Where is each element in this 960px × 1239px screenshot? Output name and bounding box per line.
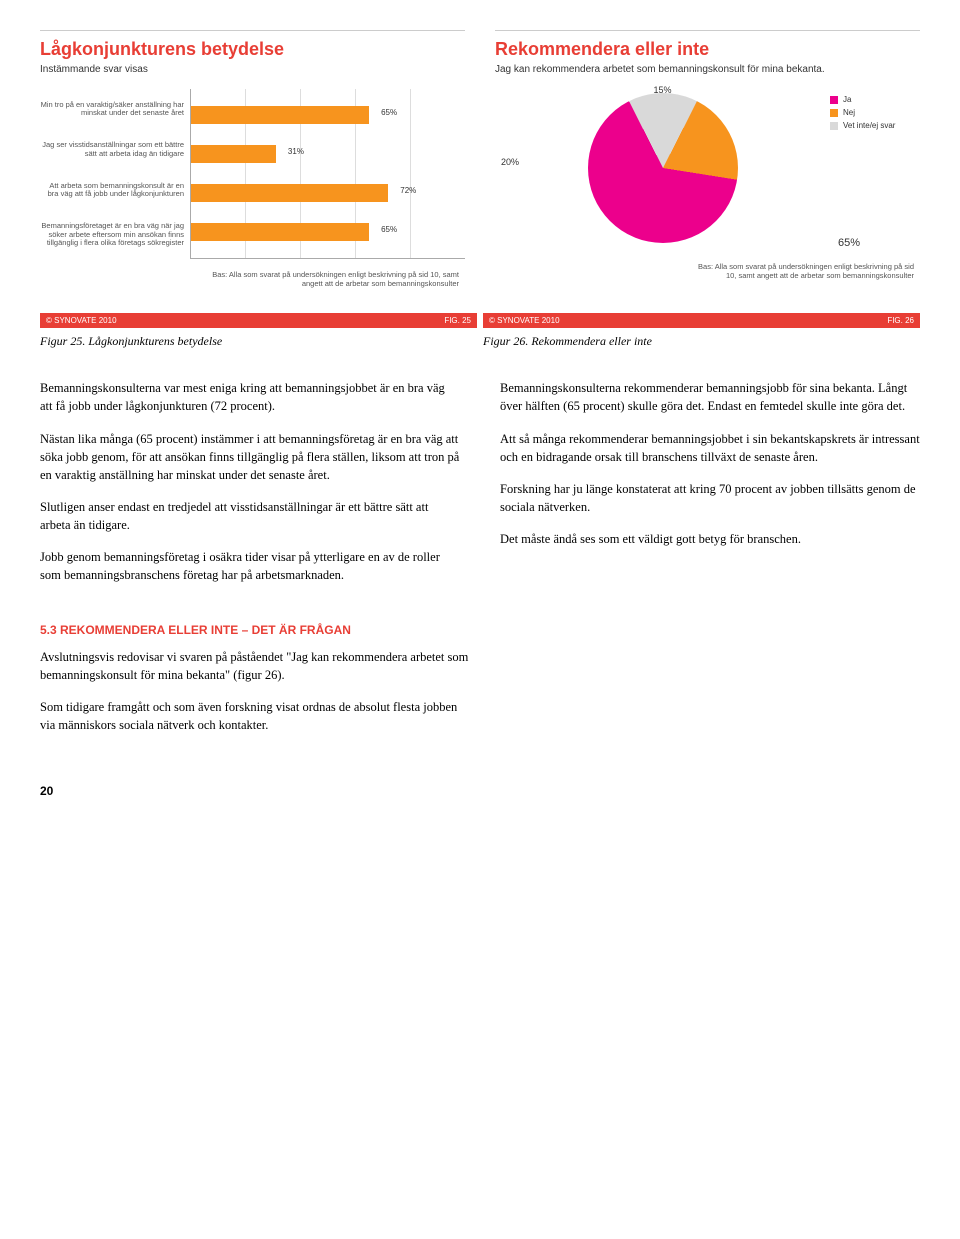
bar-chart-panel: Lågkonjunkturens betydelse Instämmande s… bbox=[40, 30, 465, 288]
body-col-right: Bemanningskonsulterna rekommenderar bema… bbox=[500, 379, 920, 598]
bar-label: Min tro på en varaktig/säker anställning… bbox=[40, 101, 190, 118]
legend-swatch bbox=[830, 109, 838, 117]
body-col-left: Bemanningskonsulterna var mest eniga kri… bbox=[40, 379, 460, 598]
pie-label-left: 20% bbox=[501, 157, 519, 167]
bar-value: 65% bbox=[381, 225, 397, 234]
paragraph: Bemanningskonsulterna rekommenderar bema… bbox=[500, 379, 920, 415]
caption-left-fig: FIG. 25 bbox=[444, 316, 471, 325]
body-columns: Bemanningskonsulterna var mest eniga kri… bbox=[40, 379, 920, 598]
bar-chart-labels: Min tro på en varaktig/säker anställning… bbox=[40, 89, 190, 259]
bar: 31% bbox=[191, 145, 276, 163]
bar-label: Jag ser visstidsanställningar som ett bä… bbox=[40, 141, 190, 158]
caption-right-source: © SYNOVATE 2010 bbox=[489, 316, 560, 325]
bar-chart-subtitle: Instämmande svar visas bbox=[40, 64, 465, 75]
caption-left-source: © SYNOVATE 2010 bbox=[46, 316, 117, 325]
captions-row: © SYNOVATE 2010 FIG. 25 Figur 25. Lågkon… bbox=[40, 313, 920, 349]
legend-item: Nej bbox=[830, 108, 920, 117]
paragraph: Bemanningskonsulterna var mest eniga kri… bbox=[40, 379, 460, 415]
caption-bar-right: © SYNOVATE 2010 FIG. 26 bbox=[483, 313, 920, 328]
figure-caption-left: Figur 25. Lågkonjunkturens betydelse bbox=[40, 334, 477, 349]
caption-right-wrap: © SYNOVATE 2010 FIG. 26 Figur 26. Rekomm… bbox=[483, 313, 920, 349]
legend-item: Vet inte/ej svar bbox=[830, 121, 920, 130]
legend-label: Ja bbox=[843, 95, 851, 104]
paragraph: Jobb genom bemanningsföretag i osäkra ti… bbox=[40, 548, 460, 584]
pie-chart-note: Bas: Alla som svarat på undersökningen e… bbox=[690, 263, 920, 280]
pie-chart-panel: Rekommendera eller inte Jag kan rekommen… bbox=[495, 30, 920, 288]
bar-value: 65% bbox=[381, 108, 397, 117]
legend-item: Ja bbox=[830, 95, 920, 104]
paragraph: Nästan lika många (65 procent) instämmer… bbox=[40, 430, 460, 484]
section-block: 5.3 REKOMMENDERA ELLER INTE – DET ÄR FRÅ… bbox=[40, 622, 470, 734]
pie-label-top: 15% bbox=[653, 85, 671, 95]
bar-value: 72% bbox=[400, 186, 416, 195]
legend-label: Vet inte/ej svar bbox=[843, 121, 895, 130]
paragraph: Forskning har ju länge konstaterat att k… bbox=[500, 480, 920, 516]
figure-caption-right: Figur 26. Rekommendera eller inte bbox=[483, 334, 920, 349]
page-number: 20 bbox=[40, 784, 920, 798]
bar-chart-area: 65% 31% 72% 65% bbox=[190, 89, 465, 259]
caption-left-wrap: © SYNOVATE 2010 FIG. 25 Figur 25. Lågkon… bbox=[40, 313, 477, 349]
section-paragraphs: Avslutningsvis redovisar vi svaren på på… bbox=[40, 648, 470, 735]
paragraph: Som tidigare framgått och som även forsk… bbox=[40, 698, 470, 734]
pie-circle bbox=[588, 93, 738, 243]
bar-chart-note: Bas: Alla som svarat på undersökningen e… bbox=[205, 271, 465, 288]
paragraph: Avslutningsvis redovisar vi svaren på på… bbox=[40, 648, 470, 684]
bar-chart-body: Min tro på en varaktig/säker anställning… bbox=[40, 89, 465, 259]
bar: 65% bbox=[191, 106, 369, 124]
caption-right-fig: FIG. 26 bbox=[887, 316, 914, 325]
pie-chart-body: 15% 20% Ja Nej Vet inte/ej svar bbox=[495, 89, 920, 259]
bar-label: Bemanningsföretaget är en bra väg när ja… bbox=[40, 222, 190, 247]
caption-bar-left: © SYNOVATE 2010 FIG. 25 bbox=[40, 313, 477, 328]
bar-label: Att arbeta som bemanningskonsult är en b… bbox=[40, 182, 190, 199]
bar: 65% bbox=[191, 223, 369, 241]
bar: 72% bbox=[191, 184, 388, 202]
pie-chart-subtitle: Jag kan rekommendera arbetet som bemanni… bbox=[495, 64, 920, 75]
bar-chart-title: Lågkonjunkturens betydelse bbox=[40, 39, 465, 60]
paragraph: Att så många rekommenderar bemanningsjob… bbox=[500, 430, 920, 466]
pie-chart-title: Rekommendera eller inte bbox=[495, 39, 920, 60]
pie-wrap: 15% 20% bbox=[495, 89, 830, 259]
paragraph: Det måste ändå ses som ett väldigt gott … bbox=[500, 530, 920, 548]
section-heading: 5.3 REKOMMENDERA ELLER INTE – DET ÄR FRÅ… bbox=[40, 622, 470, 639]
legend-swatch bbox=[830, 96, 838, 104]
paragraph: Slutligen anser endast en tredjedel att … bbox=[40, 498, 460, 534]
legend-label: Nej bbox=[843, 108, 855, 117]
pie-legend: Ja Nej Vet inte/ej svar bbox=[830, 89, 920, 259]
bar-value: 31% bbox=[288, 147, 304, 156]
legend-swatch bbox=[830, 122, 838, 130]
charts-row: Lågkonjunkturens betydelse Instämmande s… bbox=[40, 30, 920, 288]
